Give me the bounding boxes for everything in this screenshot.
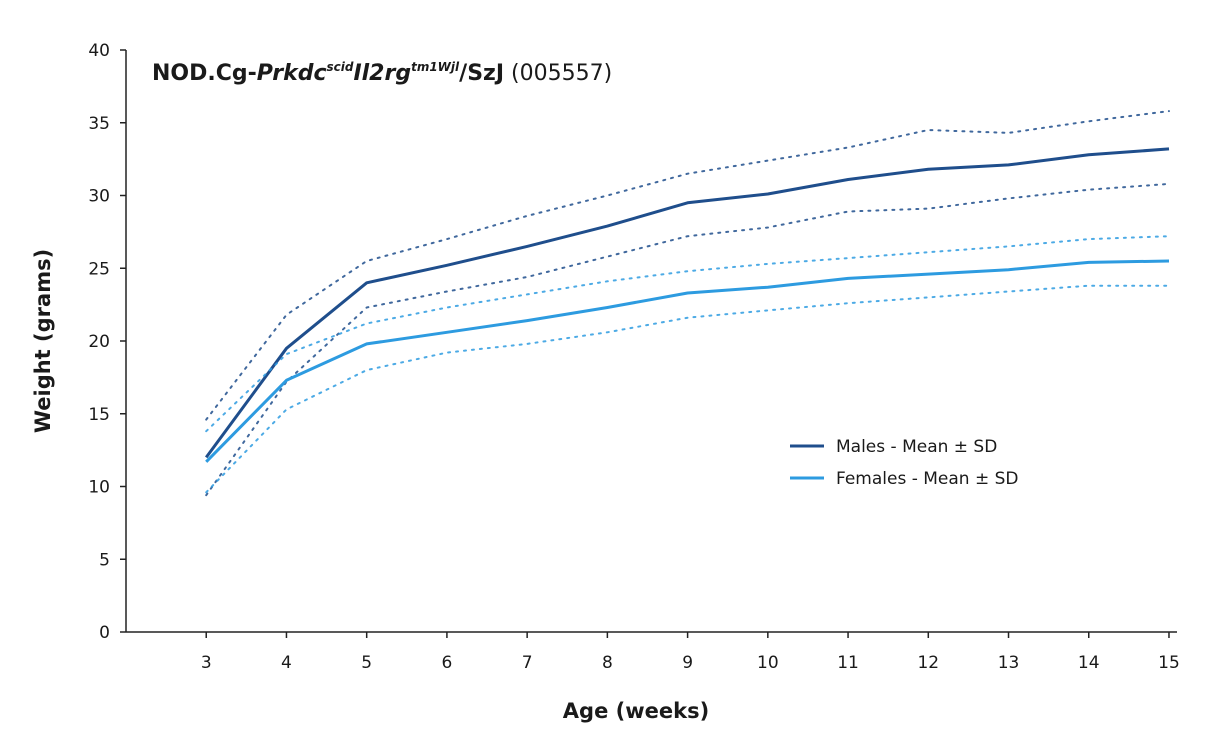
x-tick-label: 15 xyxy=(1158,653,1180,673)
y-tick-label: 15 xyxy=(88,405,110,425)
x-tick-label: 7 xyxy=(522,653,533,673)
x-tick-label: 6 xyxy=(442,653,453,673)
x-tick-label: 8 xyxy=(602,653,613,673)
y-tick-label: 10 xyxy=(88,478,110,498)
chart-title: NOD.Cg-PrkdcscidIl2rgtm1Wjl/SzJ (005557) xyxy=(152,60,612,86)
title-gene-2: Il2rg xyxy=(353,61,411,86)
x-tick-label: 13 xyxy=(998,653,1020,673)
series-males-mean xyxy=(204,147,1170,459)
series-males-lower-sd xyxy=(205,182,1170,497)
y-tick-label: 5 xyxy=(99,550,110,570)
x-tick-label: 4 xyxy=(281,653,292,673)
x-tick-label: 9 xyxy=(682,653,693,673)
series-males-upper-sd xyxy=(205,110,1170,421)
title-stock-number: (005557) xyxy=(504,61,612,86)
x-tick-label: 11 xyxy=(837,653,859,673)
legend-label-males: Males - Mean ± SD xyxy=(836,437,997,457)
y-ticks: 0 5 10 15 20 25 30 35 40 xyxy=(88,41,126,643)
series-females-lower-sd xyxy=(205,284,1170,494)
legend-label-females: Females - Mean ± SD xyxy=(836,469,1019,489)
series-layer xyxy=(204,110,1170,497)
x-tick-label: 3 xyxy=(201,653,212,673)
title-allele-1: scid xyxy=(326,60,353,74)
x-tick-label: 10 xyxy=(757,653,779,673)
x-axis-title: Age (weeks) xyxy=(563,699,709,723)
y-tick-label: 0 xyxy=(99,623,110,643)
y-axis-title: Weight (grams) xyxy=(31,249,55,433)
title-gene-1: Prkdc xyxy=(257,61,327,86)
x-tick-label: 5 xyxy=(361,653,372,673)
title-allele-2: tm1Wjl xyxy=(411,60,460,74)
series-females-upper-sd xyxy=(205,235,1170,433)
x-tick-label: 12 xyxy=(917,653,939,673)
title-substrain: /SzJ xyxy=(459,61,504,86)
y-tick-label: 35 xyxy=(88,114,110,134)
series-females-mean xyxy=(205,259,1170,463)
title-strain-prefix: NOD.Cg- xyxy=(152,61,257,86)
y-tick-label: 20 xyxy=(88,332,110,352)
y-tick-label: 25 xyxy=(88,259,110,279)
x-tick-label: 14 xyxy=(1078,653,1100,673)
x-ticks: 3 4 5 6 7 8 9 10 11 12 13 14 15 xyxy=(201,632,1180,673)
legend: Males - Mean ± SD Females - Mean ± SD xyxy=(790,437,1019,489)
y-tick-label: 30 xyxy=(88,187,110,207)
y-tick-label: 40 xyxy=(88,41,110,61)
